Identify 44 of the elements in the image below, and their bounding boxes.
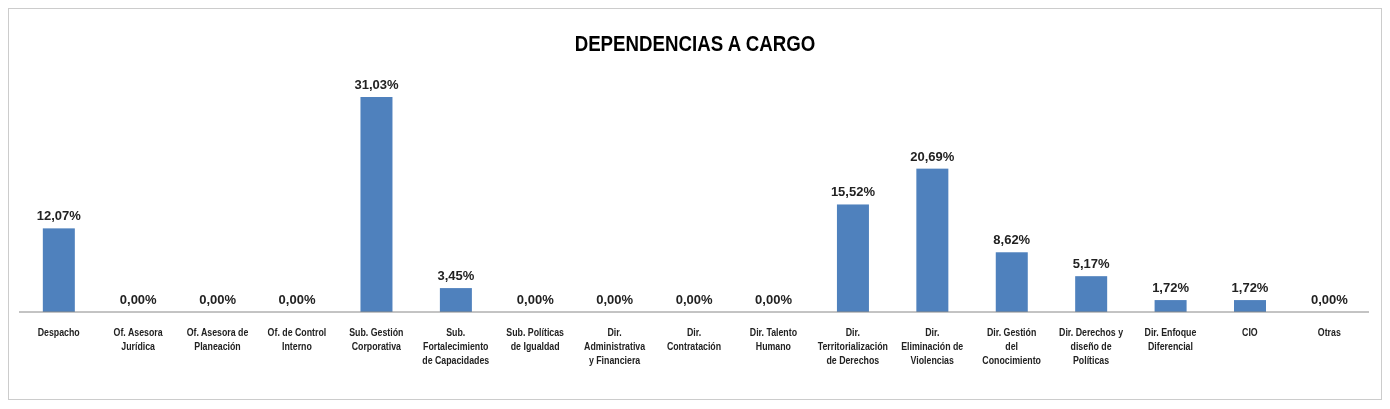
bar <box>439 288 472 312</box>
data-label: 3,45% <box>437 268 475 284</box>
x-tick-label: CIO <box>1242 326 1258 339</box>
x-tick-label: Otras <box>1317 326 1342 339</box>
data-label: 0,00% <box>278 292 316 307</box>
data-label: 15,52% <box>830 184 876 200</box>
x-tick-label: Sub. Políticas de Igualdad <box>506 326 565 353</box>
data-label: 20,69% <box>910 148 955 164</box>
x-tick-label: Of. Asesora de Planeación <box>186 326 249 353</box>
bar <box>1234 300 1266 312</box>
x-tick-label: Sub. Gestión Corporativa <box>349 326 404 353</box>
bar <box>916 168 949 312</box>
data-label: 1,72% <box>1231 280 1269 296</box>
x-tick-label: Dir. Talento Humano <box>749 326 798 353</box>
data-label: 31,03% <box>354 77 399 92</box>
data-label: 0,00% <box>755 292 793 307</box>
bar <box>360 97 393 312</box>
data-label: 5,17% <box>1072 256 1111 272</box>
x-tick-label: Of. de Control Interno <box>267 326 327 353</box>
bar <box>836 204 869 312</box>
chart-title: DEPENDENCIAS A CARGO <box>573 31 817 58</box>
x-tick-label: Despacho <box>37 326 80 339</box>
x-tick-label: Of. Asesora Jurídica <box>113 326 164 353</box>
data-label: 0,00% <box>516 292 555 307</box>
x-tick-label: Sub. Fortalecimiento de Capacidades <box>422 326 490 367</box>
bar <box>1075 276 1108 312</box>
data-label: 12,07% <box>36 208 82 224</box>
data-label: 0,00% <box>119 292 158 307</box>
data-label: 0,00% <box>1310 292 1349 307</box>
bar <box>995 252 1028 312</box>
x-tick-label: Dir. Administrativa y Financiera <box>584 326 646 367</box>
x-tick-label: Dir. Territorialización de Derechos <box>817 326 888 367</box>
data-label: 1,72% <box>1152 280 1190 296</box>
x-tick-label: Dir. Eliminación de Violencias <box>901 326 964 367</box>
x-tick-label: Dir. Derechos y diseño de Políticas <box>1059 326 1124 367</box>
bar <box>42 228 75 312</box>
x-tick-label: Dir. Enfoque Diferencial <box>1144 326 1197 353</box>
data-label: 0,00% <box>596 292 634 307</box>
x-tick-label: Dir. Gestión del Conocimiento <box>982 326 1041 367</box>
data-label: 0,00% <box>199 292 237 307</box>
data-label: 8,62% <box>993 232 1031 248</box>
data-label: 0,00% <box>675 292 713 307</box>
bar <box>1154 300 1187 312</box>
x-tick-label: Dir. Contratación <box>666 326 722 353</box>
